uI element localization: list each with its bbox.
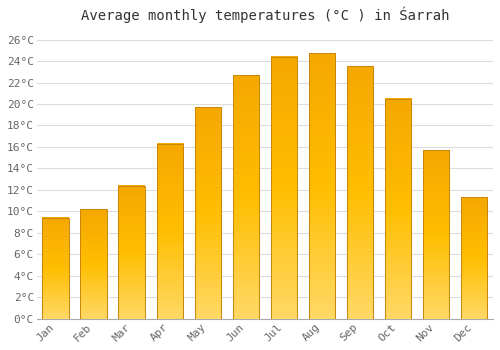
Bar <box>422 150 450 319</box>
Bar <box>118 186 145 319</box>
Bar <box>232 75 259 319</box>
Bar <box>270 57 297 319</box>
Title: Average monthly temperatures (°C ) in Śarrah: Average monthly temperatures (°C ) in Śa… <box>80 7 449 23</box>
Bar <box>460 197 487 319</box>
Bar <box>384 99 411 319</box>
Bar <box>156 144 183 319</box>
Bar <box>308 54 335 319</box>
Bar <box>80 209 107 319</box>
Bar <box>346 66 374 319</box>
Bar <box>42 218 69 319</box>
Bar <box>194 107 221 319</box>
